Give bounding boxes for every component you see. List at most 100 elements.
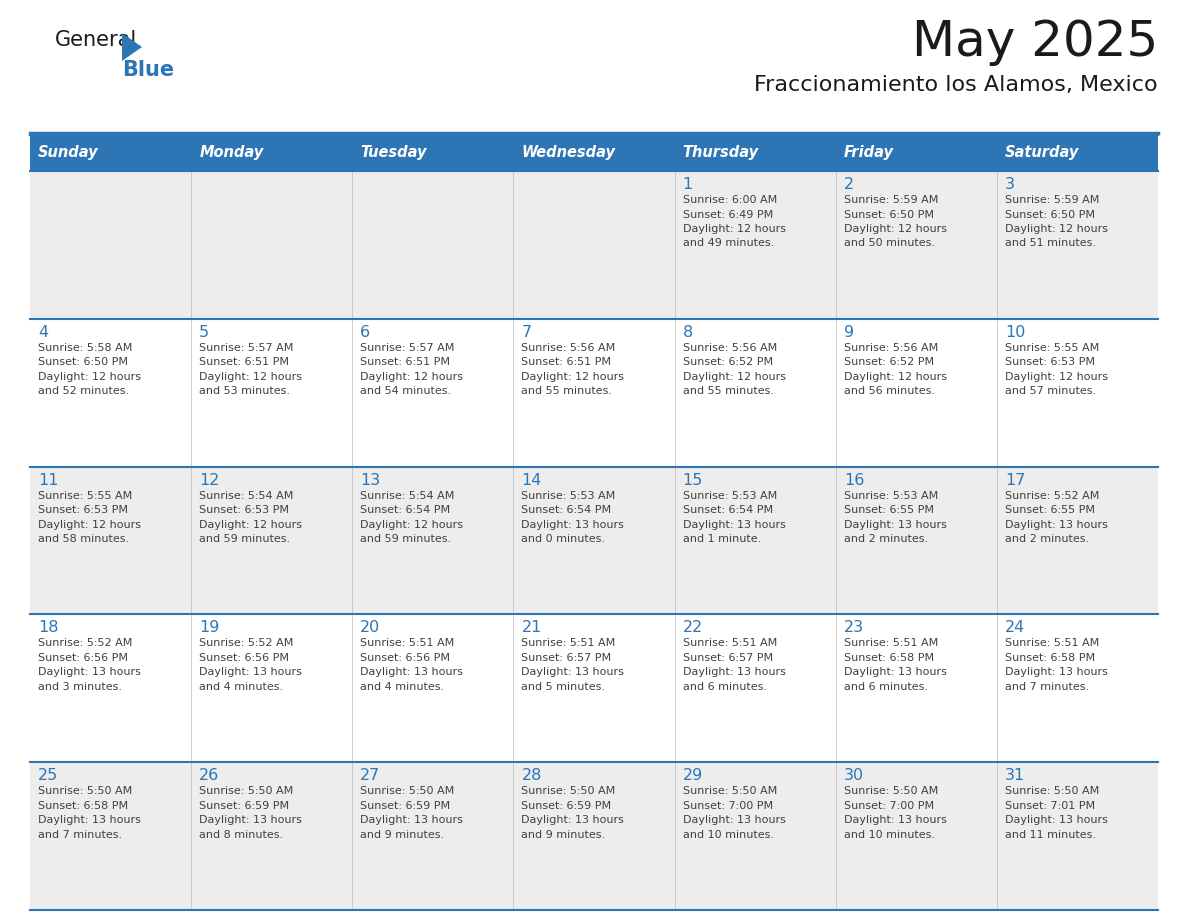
Text: and 4 minutes.: and 4 minutes.: [360, 682, 444, 692]
Bar: [835, 135, 997, 171]
Text: Sunset: 6:53 PM: Sunset: 6:53 PM: [1005, 357, 1095, 367]
Text: Monday: Monday: [200, 145, 264, 161]
Text: Daylight: 12 hours: Daylight: 12 hours: [38, 372, 141, 382]
Text: Daylight: 12 hours: Daylight: 12 hours: [200, 520, 302, 530]
Text: Daylight: 13 hours: Daylight: 13 hours: [522, 667, 625, 677]
Text: Sunrise: 5:50 AM: Sunrise: 5:50 AM: [683, 786, 777, 796]
Text: Daylight: 13 hours: Daylight: 13 hours: [360, 815, 463, 825]
Text: Daylight: 13 hours: Daylight: 13 hours: [38, 815, 141, 825]
Text: Daylight: 13 hours: Daylight: 13 hours: [683, 815, 785, 825]
Text: Daylight: 12 hours: Daylight: 12 hours: [200, 372, 302, 382]
Polygon shape: [122, 33, 143, 61]
Text: 13: 13: [360, 473, 380, 487]
Text: and 5 minutes.: and 5 minutes.: [522, 682, 606, 692]
Text: 26: 26: [200, 768, 220, 783]
Text: Sunrise: 5:50 AM: Sunrise: 5:50 AM: [200, 786, 293, 796]
Bar: [675, 135, 835, 171]
Text: Daylight: 13 hours: Daylight: 13 hours: [1005, 667, 1107, 677]
Bar: [997, 135, 1158, 171]
Text: and 52 minutes.: and 52 minutes.: [38, 386, 129, 397]
Text: Sunrise: 5:51 AM: Sunrise: 5:51 AM: [843, 638, 939, 648]
Text: Sunset: 6:58 PM: Sunset: 6:58 PM: [843, 653, 934, 663]
Text: Sunrise: 6:00 AM: Sunrise: 6:00 AM: [683, 195, 777, 205]
Text: Sunset: 6:56 PM: Sunset: 6:56 PM: [200, 653, 289, 663]
Text: Sunset: 6:49 PM: Sunset: 6:49 PM: [683, 209, 773, 219]
Text: 28: 28: [522, 768, 542, 783]
Bar: [30, 466, 1158, 614]
Text: Sunrise: 5:51 AM: Sunrise: 5:51 AM: [683, 638, 777, 648]
Text: Sunrise: 5:56 AM: Sunrise: 5:56 AM: [522, 342, 615, 353]
Text: and 2 minutes.: and 2 minutes.: [843, 534, 928, 544]
Text: Sunrise: 5:53 AM: Sunrise: 5:53 AM: [522, 490, 615, 500]
Text: Sunset: 6:57 PM: Sunset: 6:57 PM: [522, 653, 612, 663]
Text: 15: 15: [683, 473, 703, 487]
Text: Sunset: 6:51 PM: Sunset: 6:51 PM: [200, 357, 289, 367]
Text: 31: 31: [1005, 768, 1025, 783]
Text: 14: 14: [522, 473, 542, 487]
Text: Sunrise: 5:56 AM: Sunrise: 5:56 AM: [843, 342, 939, 353]
Text: Sunrise: 5:56 AM: Sunrise: 5:56 AM: [683, 342, 777, 353]
Text: Sunrise: 5:54 AM: Sunrise: 5:54 AM: [200, 490, 293, 500]
Text: and 0 minutes.: and 0 minutes.: [522, 534, 606, 544]
Text: 29: 29: [683, 768, 703, 783]
Text: Daylight: 12 hours: Daylight: 12 hours: [843, 224, 947, 234]
Text: 1: 1: [683, 177, 693, 192]
Text: and 10 minutes.: and 10 minutes.: [683, 830, 773, 840]
Text: and 54 minutes.: and 54 minutes.: [360, 386, 451, 397]
Text: Sunrise: 5:50 AM: Sunrise: 5:50 AM: [38, 786, 132, 796]
Text: 27: 27: [360, 768, 380, 783]
Text: Daylight: 13 hours: Daylight: 13 hours: [1005, 520, 1107, 530]
Text: Sunrise: 5:59 AM: Sunrise: 5:59 AM: [1005, 195, 1099, 205]
Text: and 56 minutes.: and 56 minutes.: [843, 386, 935, 397]
Text: Daylight: 13 hours: Daylight: 13 hours: [843, 815, 947, 825]
Text: and 50 minutes.: and 50 minutes.: [843, 239, 935, 249]
Text: 3: 3: [1005, 177, 1015, 192]
Text: Sunset: 6:52 PM: Sunset: 6:52 PM: [843, 357, 934, 367]
Text: 2: 2: [843, 177, 854, 192]
Text: Sunrise: 5:50 AM: Sunrise: 5:50 AM: [843, 786, 939, 796]
Text: and 8 minutes.: and 8 minutes.: [200, 830, 283, 840]
Text: and 53 minutes.: and 53 minutes.: [200, 386, 290, 397]
Text: and 9 minutes.: and 9 minutes.: [522, 830, 606, 840]
Text: Sunset: 6:55 PM: Sunset: 6:55 PM: [843, 505, 934, 515]
Text: Sunrise: 5:51 AM: Sunrise: 5:51 AM: [522, 638, 615, 648]
Text: Sunrise: 5:55 AM: Sunrise: 5:55 AM: [38, 490, 132, 500]
Text: 5: 5: [200, 325, 209, 340]
Text: and 10 minutes.: and 10 minutes.: [843, 830, 935, 840]
Text: 22: 22: [683, 621, 703, 635]
Bar: [513, 135, 675, 171]
Text: Daylight: 12 hours: Daylight: 12 hours: [1005, 224, 1108, 234]
Text: and 7 minutes.: and 7 minutes.: [1005, 682, 1089, 692]
Text: Sunset: 6:53 PM: Sunset: 6:53 PM: [38, 505, 128, 515]
Text: Sunset: 6:50 PM: Sunset: 6:50 PM: [1005, 209, 1095, 219]
Text: 30: 30: [843, 768, 864, 783]
Text: Sunrise: 5:52 AM: Sunrise: 5:52 AM: [200, 638, 293, 648]
Text: 18: 18: [38, 621, 58, 635]
Text: 12: 12: [200, 473, 220, 487]
Text: Tuesday: Tuesday: [360, 145, 426, 161]
Text: 20: 20: [360, 621, 380, 635]
Text: Sunrise: 5:50 AM: Sunrise: 5:50 AM: [1005, 786, 1099, 796]
Text: 19: 19: [200, 621, 220, 635]
Bar: [30, 171, 1158, 319]
Text: Daylight: 13 hours: Daylight: 13 hours: [522, 520, 625, 530]
Text: Blue: Blue: [122, 60, 175, 80]
Text: Sunrise: 5:54 AM: Sunrise: 5:54 AM: [360, 490, 455, 500]
Text: Sunset: 6:52 PM: Sunset: 6:52 PM: [683, 357, 772, 367]
Text: Daylight: 12 hours: Daylight: 12 hours: [360, 372, 463, 382]
Text: and 55 minutes.: and 55 minutes.: [522, 386, 613, 397]
Bar: [353, 135, 513, 171]
Text: Daylight: 13 hours: Daylight: 13 hours: [843, 667, 947, 677]
Text: 6: 6: [360, 325, 371, 340]
Text: Daylight: 13 hours: Daylight: 13 hours: [683, 520, 785, 530]
Text: Sunrise: 5:57 AM: Sunrise: 5:57 AM: [360, 342, 455, 353]
Text: Daylight: 13 hours: Daylight: 13 hours: [360, 667, 463, 677]
Text: 17: 17: [1005, 473, 1025, 487]
Text: Sunset: 6:50 PM: Sunset: 6:50 PM: [843, 209, 934, 219]
Text: and 9 minutes.: and 9 minutes.: [360, 830, 444, 840]
Text: Sunset: 6:57 PM: Sunset: 6:57 PM: [683, 653, 772, 663]
Text: Sunrise: 5:57 AM: Sunrise: 5:57 AM: [200, 342, 293, 353]
Text: Daylight: 12 hours: Daylight: 12 hours: [683, 372, 785, 382]
Text: Sunset: 7:00 PM: Sunset: 7:00 PM: [843, 800, 934, 811]
Text: Daylight: 13 hours: Daylight: 13 hours: [200, 815, 302, 825]
